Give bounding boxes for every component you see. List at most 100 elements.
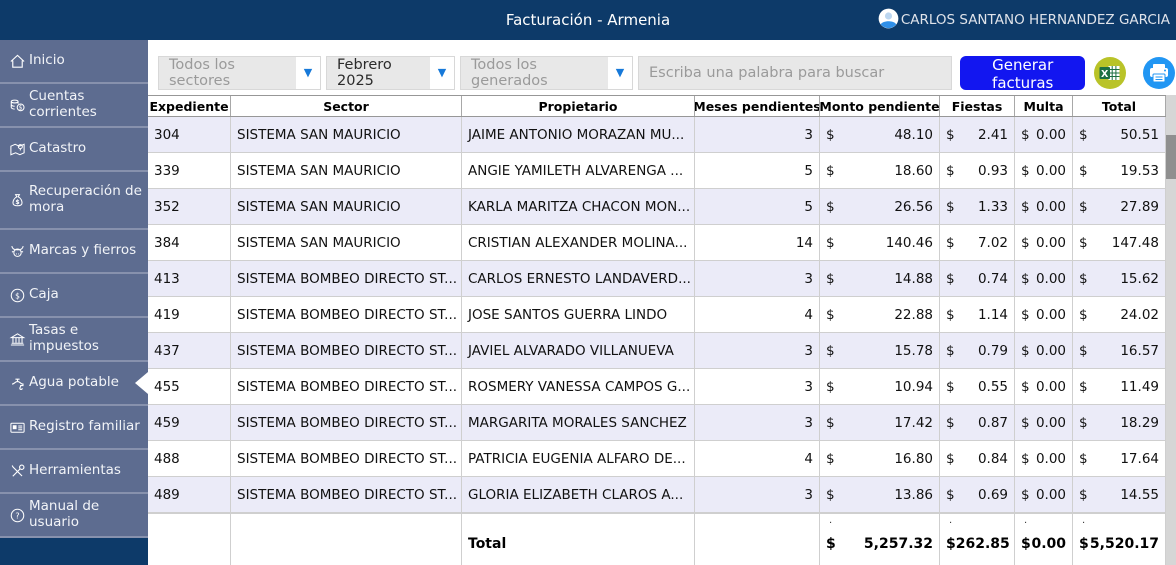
multa-cell: $0.00 [1015,369,1073,404]
sector-filter-select[interactable]: Todos los sectores ▼ [158,55,321,90]
meses-pendientes-cell: 3 [695,333,820,368]
sidebar-item-registro-familiar[interactable]: Registro familiar [0,406,148,450]
multa-value: 0.00 [1035,162,1066,179]
monto-value: 48.10 [894,126,933,143]
expediente-cell: 437 [148,333,231,368]
table-row[interactable]: 339 SISTEMA SAN MAURICIO ANGIE YAMILETH … [148,153,1166,189]
propietario-cell: JAIME ANTONIO MORAZAN MU... [462,117,695,152]
tools-icon [8,463,26,480]
total-value: 15.62 [1120,270,1159,287]
currency-symbol: $ [1021,234,1030,251]
sidebar-item-cuentas-corrientes[interactable]: $ Cuentas corrientes [0,84,148,128]
column-header-fiestas[interactable]: Fiestas [940,96,1015,116]
meses-pendientes-cell: 14 [695,225,820,260]
column-header-monto-pendiente[interactable]: Monto pendiente [820,96,940,116]
column-header-sector[interactable]: Sector [231,96,462,116]
table-row[interactable]: 455 SISTEMA BOMBEO DIRECTO ST... ROSMERY… [148,369,1166,405]
total-row-fiestas-cell: . $262.85 [940,514,1015,565]
svg-text:$: $ [15,291,20,300]
total-cell: $18.29 [1073,405,1166,440]
table-row[interactable]: 304 SISTEMA SAN MAURICIO JAIME ANTONIO M… [148,117,1166,153]
expediente-cell: 488 [148,441,231,476]
clipped-row-dot: . [829,515,833,526]
currency-symbol: $ [826,414,835,431]
fiestas-cell: $0.55 [940,369,1015,404]
sidebar-item-label: Inicio [29,52,65,69]
column-header-propietario[interactable]: Propietario [462,96,695,116]
search-input[interactable] [638,55,953,90]
currency-symbol: $ [826,306,835,323]
sidebar-item-catastro[interactable]: Catastro [0,128,148,172]
fiestas-cell: $1.14 [940,297,1015,332]
column-header-total[interactable]: Total [1073,96,1166,116]
currency-symbol: $ [946,378,955,395]
expediente-cell: 413 [148,261,231,296]
propietario-cell: MARGARITA MORALES SANCHEZ [462,405,695,440]
column-header-meses-pendientes[interactable]: Meses pendientes [695,96,820,116]
table-row[interactable]: 488 SISTEMA BOMBEO DIRECTO ST... PATRICI… [148,441,1166,477]
monto-pendiente-cell: $13.86 [820,477,940,512]
sidebar-item-inicio[interactable]: Inicio [0,40,148,84]
printer-icon [1143,56,1175,89]
currency-symbol: $ [826,126,835,143]
meses-pendientes-cell: 4 [695,297,820,332]
user-menu[interactable]: CARLOS SANTANO HERNANDEZ GARCIA [878,0,1170,40]
sector-filter-value: Todos los sectores [159,56,296,89]
total-total-value: 5,520.17 [1089,536,1159,552]
fiestas-cell: $0.79 [940,333,1015,368]
table-row[interactable]: 352 SISTEMA SAN MAURICIO KARLA MARITZA C… [148,189,1166,225]
vertical-scrollbar[interactable] [1166,95,1176,565]
sidebar-item-tasas-e-impuestos[interactable]: Tasas e impuestos [0,318,148,362]
scrollbar-thumb[interactable] [1166,135,1176,179]
table-row[interactable]: 459 SISTEMA BOMBEO DIRECTO ST... MARGARI… [148,405,1166,441]
generate-invoices-button[interactable]: Generar facturas [960,55,1085,92]
sidebar: Inicio $ Cuentas corrientes Catastro $ R… [0,40,148,565]
sidebar-item-manual-de-usuario[interactable]: ? Manual de usuario [0,494,148,538]
expediente-cell: 459 [148,405,231,440]
generated-filter-dropdown-button[interactable]: ▼ [608,56,632,89]
multa-cell: $0.00 [1015,297,1073,332]
print-button[interactable] [1142,56,1176,90]
currency-symbol: $ [1079,486,1088,503]
month-filter-dropdown-button[interactable]: ▼ [430,56,454,89]
table-row[interactable]: 489 SISTEMA BOMBEO DIRECTO ST... GLORIA … [148,477,1166,513]
sidebar-item-label: Registro familiar [29,418,140,435]
currency-symbol: $ [1079,162,1088,179]
monto-pendiente-cell: $140.46 [820,225,940,260]
sidebar-item-herramientas[interactable]: Herramientas [0,450,148,494]
sector-cell: SISTEMA SAN MAURICIO [231,153,462,188]
sector-filter-dropdown-button[interactable]: ▼ [296,56,320,89]
sector-cell: SISTEMA SAN MAURICIO [231,117,462,152]
total-cell: $11.49 [1073,369,1166,404]
multa-value: 0.00 [1035,342,1066,359]
column-header-multa[interactable]: Multa [1015,96,1073,116]
column-header-expediente[interactable]: Expediente [148,96,231,116]
table-row[interactable]: 437 SISTEMA BOMBEO DIRECTO ST... JAVIEL … [148,333,1166,369]
sidebar-item-recuperacion-de-mora[interactable]: $ Recuperación de mora [0,172,148,230]
multa-value: 0.00 [1035,270,1066,287]
monto-pendiente-cell: $17.42 [820,405,940,440]
table-row[interactable]: 413 SISTEMA BOMBEO DIRECTO ST... CARLOS … [148,261,1166,297]
svg-text:X: X [1101,69,1109,80]
generated-filter-select[interactable]: Todos los generados ▼ [460,55,633,90]
excel-icon: X [1094,56,1126,89]
user-avatar-icon [878,8,899,33]
multa-value: 0.00 [1035,198,1066,215]
multa-value: 0.00 [1035,414,1066,431]
sector-cell: SISTEMA BOMBEO DIRECTO ST... [231,333,462,368]
sidebar-item-caja[interactable]: $ Caja [0,274,148,318]
sidebar-item-agua-potable[interactable]: Agua potable [0,362,148,406]
monto-value: 22.88 [894,306,933,323]
total-value: 50.51 [1120,126,1159,143]
table-row[interactable]: 419 SISTEMA BOMBEO DIRECTO ST... JOSE SA… [148,297,1166,333]
multa-value: 0.00 [1035,486,1066,503]
multa-value: 0.00 [1035,126,1066,143]
export-excel-button[interactable]: X [1093,56,1127,90]
currency-symbol: $ [946,450,955,467]
currency-symbol: $ [946,162,955,179]
month-filter-select[interactable]: Febrero 2025 ▼ [326,55,455,90]
sidebar-item-marcas-y-fierros[interactable]: Marcas y fierros [0,230,148,274]
monto-value: 14.88 [894,270,933,287]
total-label: Total [468,536,507,552]
table-row[interactable]: 384 SISTEMA SAN MAURICIO CRISTIAN ALEXAN… [148,225,1166,261]
